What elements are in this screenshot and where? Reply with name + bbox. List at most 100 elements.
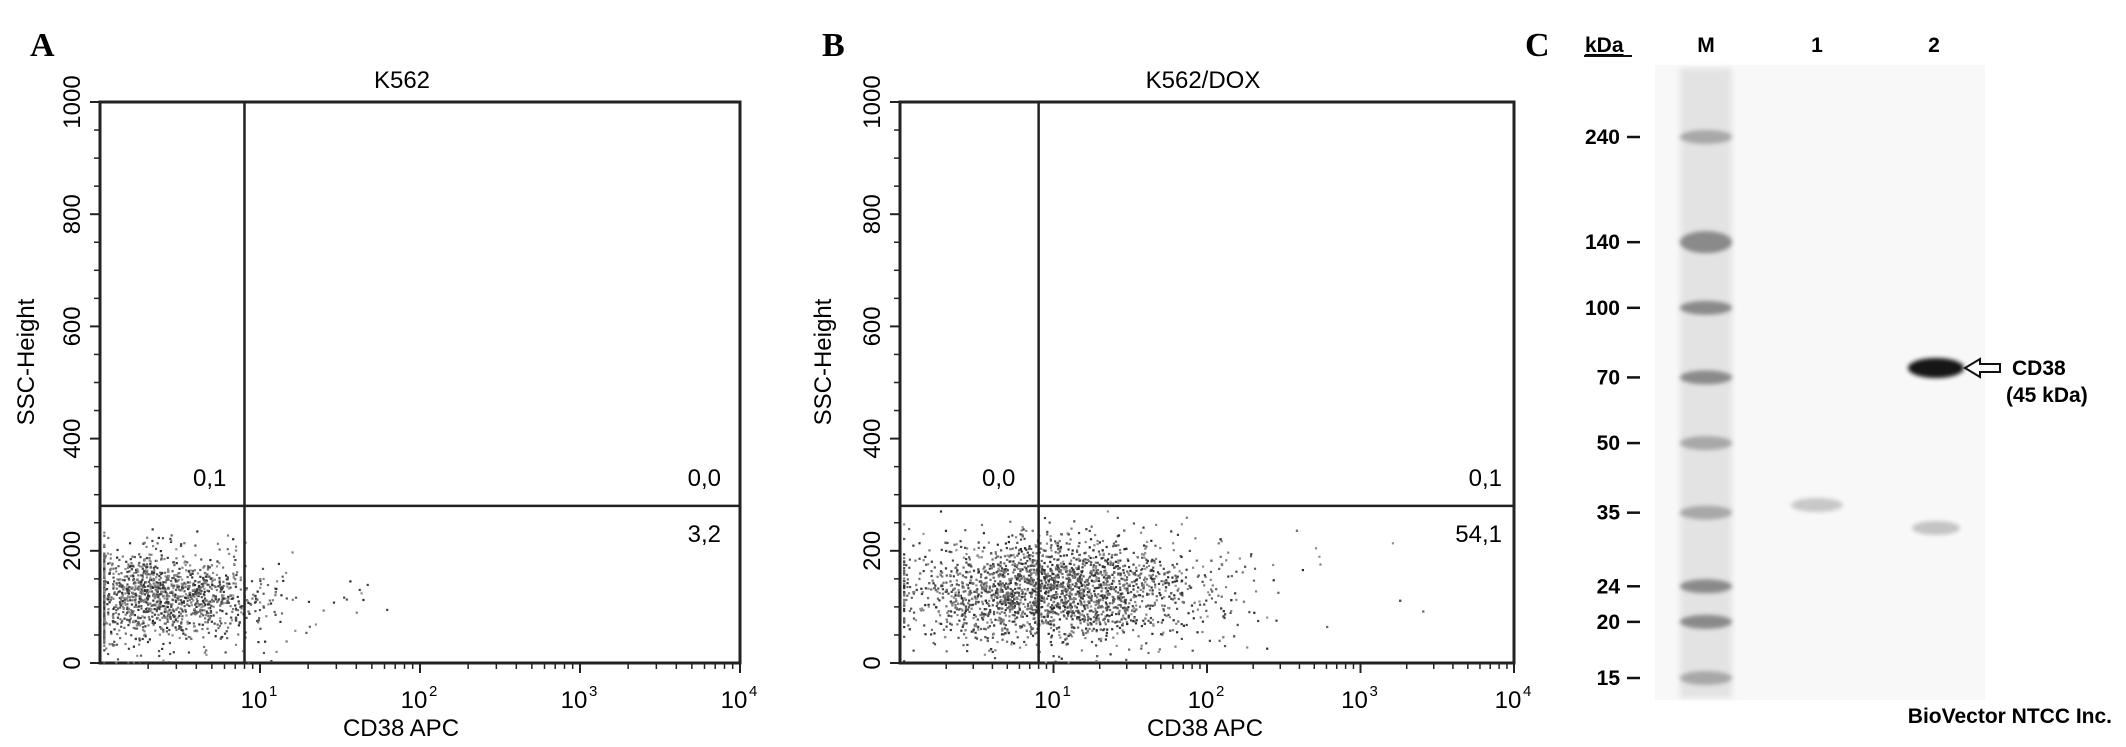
event-dot — [914, 619, 918, 622]
event-dot — [999, 583, 1002, 586]
event-dot — [256, 598, 259, 601]
event-dot — [227, 587, 231, 590]
event-dot — [146, 640, 150, 644]
event-dot — [1069, 592, 1072, 596]
event-dot — [217, 585, 220, 588]
event-dot — [1034, 599, 1037, 602]
event-dot — [116, 578, 119, 581]
event-dot — [113, 644, 116, 647]
event-dot — [1208, 639, 1211, 642]
event-dot — [1100, 637, 1103, 640]
event-dot — [107, 593, 111, 596]
event-dot — [1072, 601, 1075, 604]
event-dot — [149, 562, 152, 566]
event-dot — [1083, 620, 1086, 623]
event-dot — [1060, 598, 1064, 602]
event-dot — [261, 567, 265, 570]
event-dot — [1066, 573, 1069, 576]
event-dot — [1050, 643, 1053, 647]
event-dot — [225, 630, 228, 633]
event-dot — [1082, 591, 1085, 594]
event-dot — [1132, 588, 1135, 591]
event-dot — [1113, 566, 1116, 569]
quadrant-upper-left: 0,0 — [982, 465, 1015, 492]
event-dot — [142, 626, 145, 629]
event-dot — [962, 556, 966, 559]
event-dot — [1059, 568, 1063, 572]
event-dot — [933, 603, 936, 606]
event-dot — [147, 624, 150, 627]
event-dot — [1036, 631, 1039, 634]
event-dot — [113, 606, 116, 609]
event-dot — [179, 612, 182, 615]
event-dot — [971, 603, 974, 606]
event-dot — [1090, 561, 1093, 564]
event-dot — [190, 569, 193, 572]
event-dot — [1082, 614, 1085, 617]
event-dot — [164, 591, 167, 594]
event-dot — [117, 572, 120, 576]
event-dot — [1209, 570, 1213, 574]
event-dot — [226, 599, 229, 603]
event-dot — [1052, 593, 1056, 597]
event-dot — [193, 569, 197, 572]
event-dot — [163, 557, 166, 561]
event-dot — [1162, 631, 1165, 634]
event-dot — [200, 558, 203, 561]
event-dot — [131, 586, 134, 589]
event-dot — [1019, 601, 1022, 604]
event-dot — [191, 572, 194, 575]
event-dot — [1150, 539, 1153, 542]
event-dot — [1172, 549, 1175, 552]
event-dot — [1147, 593, 1151, 596]
event-dot — [170, 611, 173, 614]
event-dot — [1149, 616, 1153, 620]
event-dot — [927, 587, 930, 590]
event-dot — [130, 603, 134, 606]
event-dot — [1004, 582, 1008, 585]
event-dot — [241, 650, 245, 653]
event-dot — [1002, 575, 1005, 578]
event-dot — [965, 552, 968, 556]
event-dot — [1063, 615, 1066, 618]
event-dot — [1061, 590, 1064, 593]
event-dot — [1248, 611, 1251, 614]
event-dot — [1086, 631, 1089, 634]
event-dot — [140, 588, 143, 591]
event-dot — [143, 616, 146, 619]
event-dot — [1235, 570, 1238, 573]
event-dot — [130, 634, 133, 637]
event-dot — [1180, 572, 1183, 575]
event-dot — [1025, 569, 1028, 572]
event-dot — [1201, 630, 1204, 634]
event-dot — [196, 530, 199, 533]
event-dot — [997, 575, 1001, 578]
event-dot — [104, 554, 107, 558]
event-dot — [1092, 564, 1095, 567]
event-dot — [1001, 620, 1004, 623]
event-dot — [1129, 619, 1133, 622]
event-dot — [999, 595, 1002, 599]
event-dot — [186, 603, 189, 606]
event-dot — [952, 588, 955, 591]
event-dot — [1142, 553, 1146, 556]
event-dot — [977, 568, 980, 571]
event-dot — [199, 615, 202, 618]
event-dot — [1070, 606, 1073, 609]
event-dot — [192, 582, 195, 585]
event-dot — [1161, 633, 1164, 636]
event-dot — [115, 570, 118, 573]
event-dot — [1008, 555, 1011, 558]
event-dot — [1086, 619, 1089, 622]
event-dot — [956, 623, 959, 626]
event-dot — [138, 553, 141, 556]
event-dot — [1092, 574, 1095, 577]
event-dot — [1000, 589, 1003, 592]
event-dot — [1122, 571, 1125, 574]
event-dot — [349, 580, 352, 583]
event-dot — [1011, 547, 1014, 550]
event-dot — [1008, 610, 1012, 613]
event-dot — [992, 563, 995, 566]
event-dot — [265, 615, 268, 618]
event-dot — [1141, 556, 1144, 559]
